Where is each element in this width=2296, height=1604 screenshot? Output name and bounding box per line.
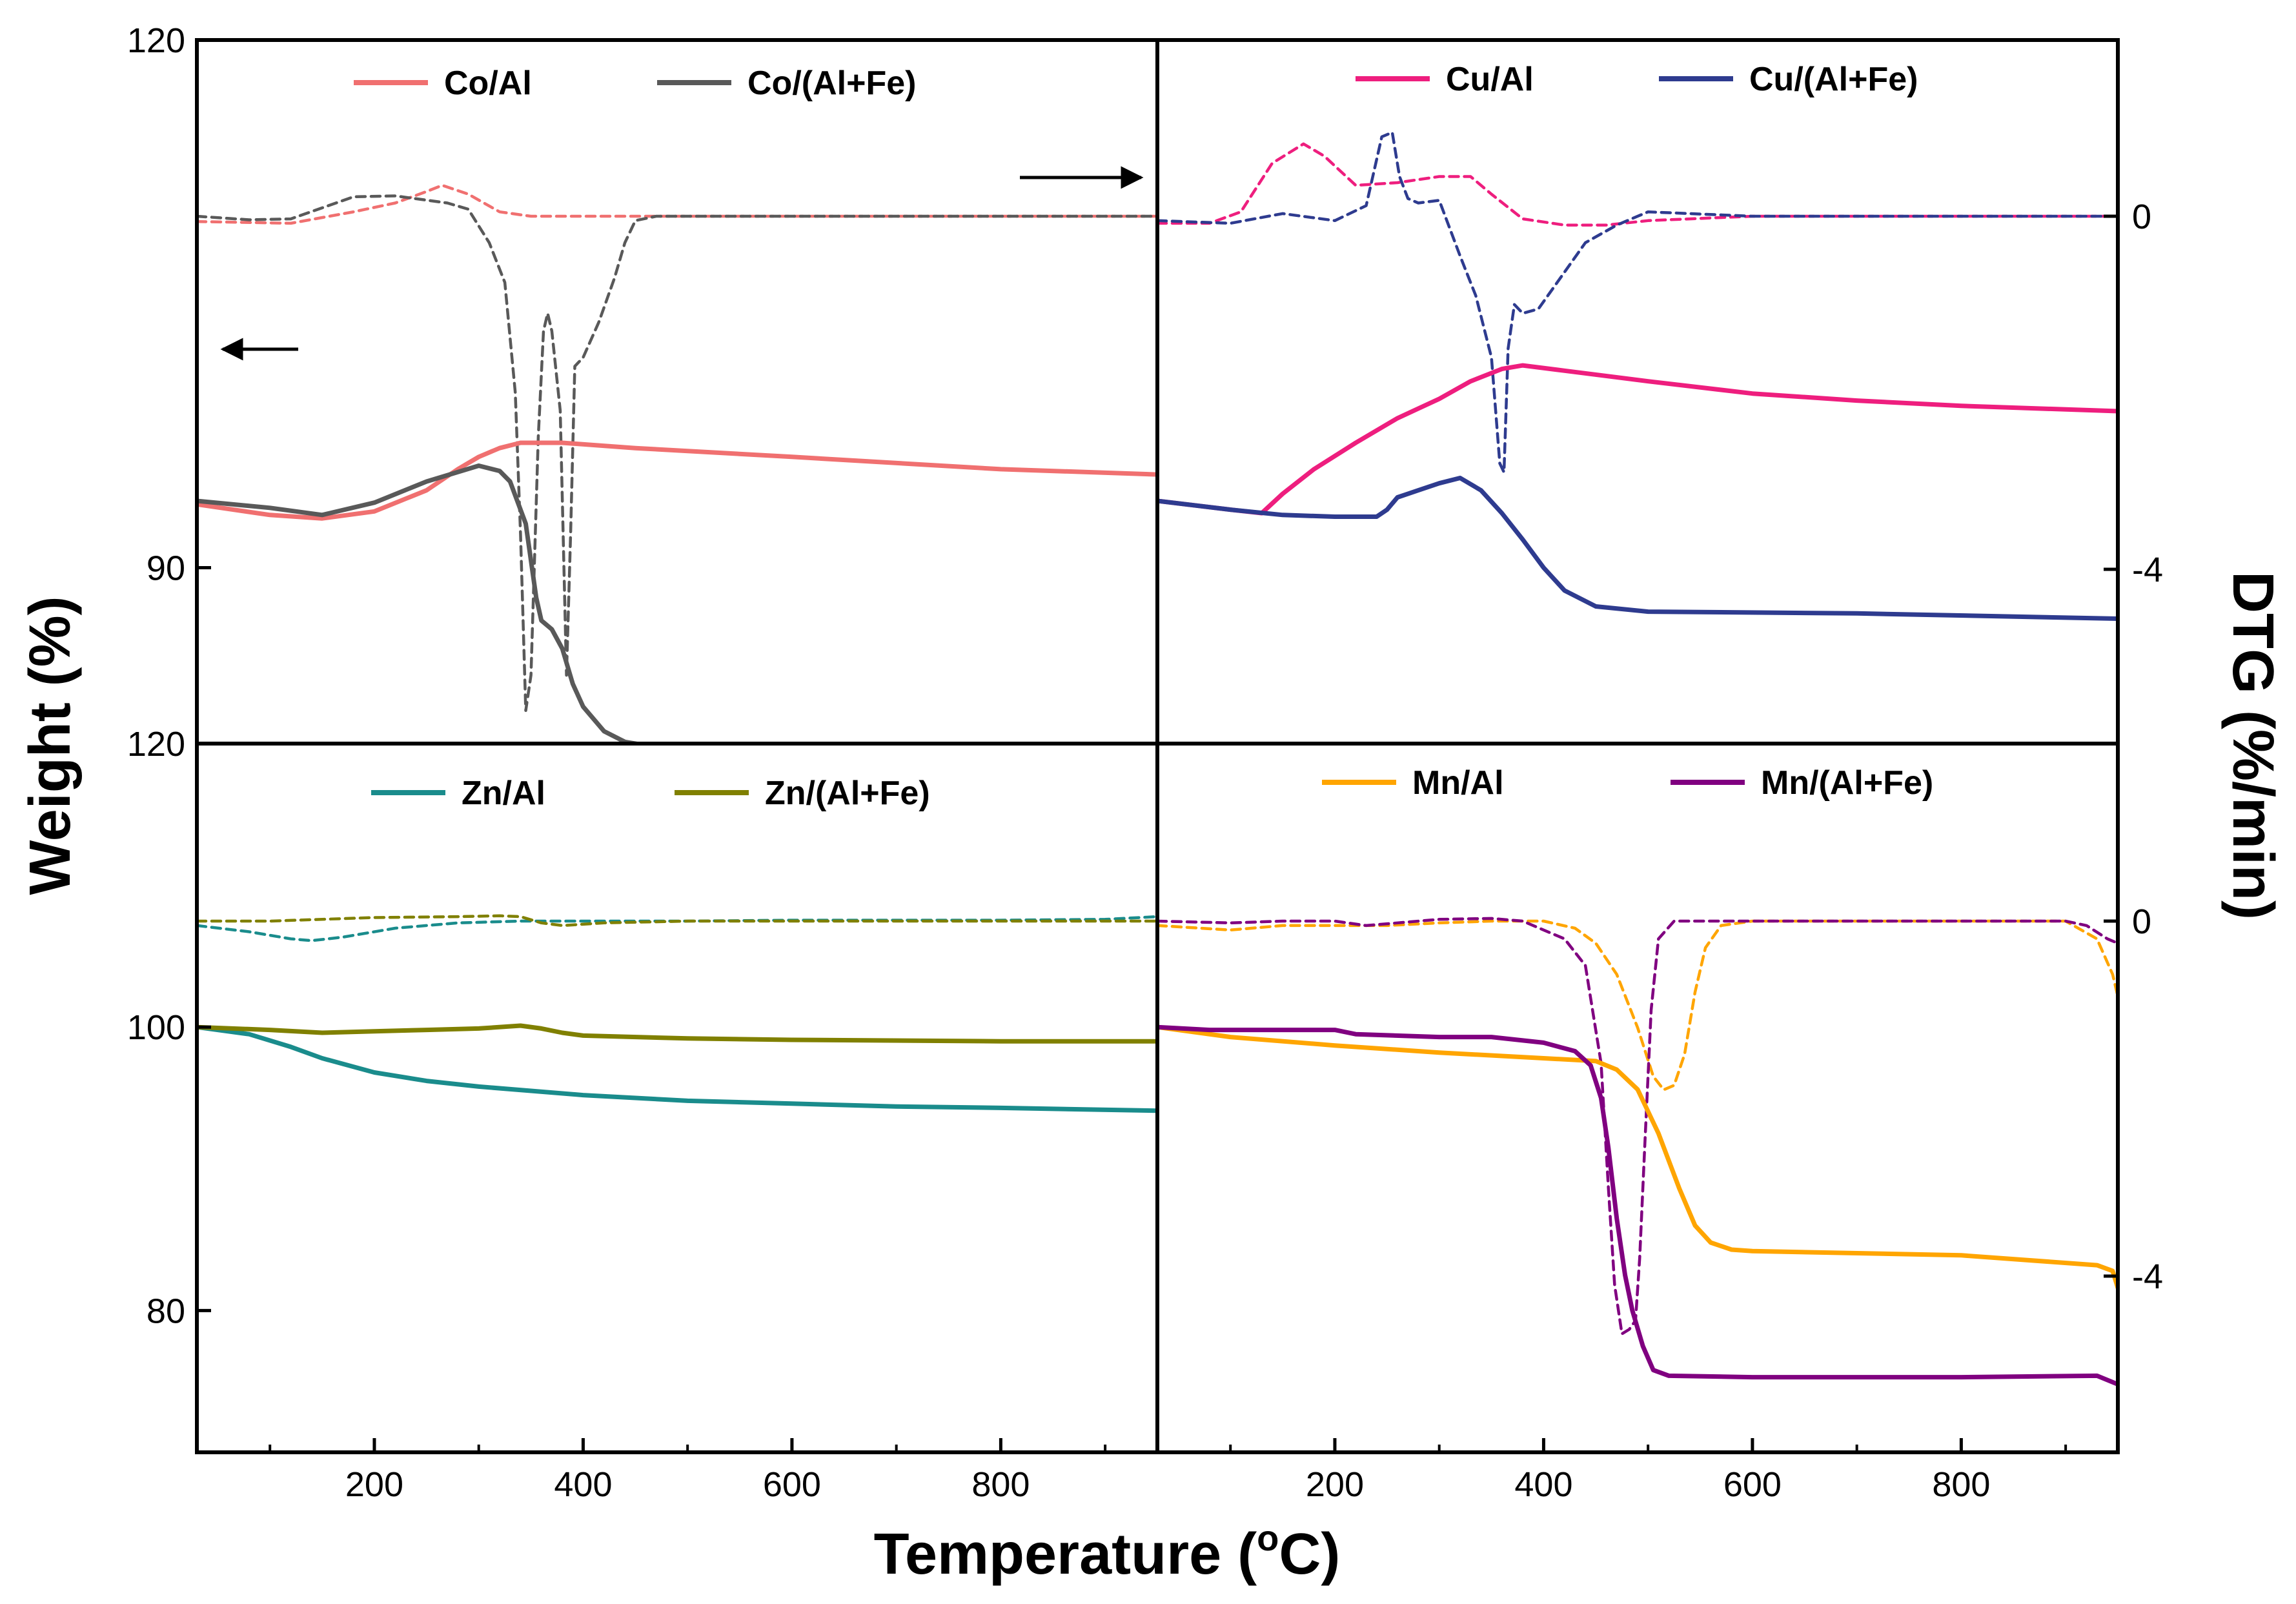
panel-mn-frame — [1155, 742, 2120, 1454]
series-cu-al-fe-weight-line — [1157, 476, 2118, 621]
x-axis-title: Temperature (oC) — [874, 1518, 1341, 1587]
legend-label-mn-al: Mn/Al — [1412, 764, 1504, 802]
tick-layer: 120 90 0 -4 120 100 80 200 400 600 800 0 -4 200 400 600… — [127, 21, 2163, 1504]
frame-layer — [195, 38, 2120, 1454]
series-zn-al-dtg-line — [197, 915, 1157, 942]
legend-label-cu-al: Cu/Al — [1446, 61, 1534, 98]
series-co-al-dtg-line — [197, 183, 1157, 225]
panel-cu-plot-area — [1157, 130, 2118, 621]
legend-label-mn-al-fe: Mn/(Al+Fe) — [1761, 764, 1933, 802]
series-co-al-fe-weight-line — [197, 463, 658, 744]
x-tick-label: 200 — [345, 1465, 403, 1504]
legend-label-co-al: Co/Al — [444, 65, 532, 102]
series-cu-al-weight-line — [1157, 363, 2118, 516]
y-tick-label: 120 — [127, 725, 185, 764]
y-tick-label: 100 — [127, 1008, 185, 1047]
x-tick-label: 800 — [971, 1465, 1030, 1504]
series-mn-al-fe-dtg-line — [1157, 917, 2118, 1335]
panel-mn-plot-area — [1157, 917, 2118, 1387]
panel-co-plot-area — [197, 183, 1157, 744]
series-cu-al-dtg-line — [1157, 142, 2118, 227]
legend-label-cu-al-fe: Cu/(Al+Fe) — [1749, 61, 1918, 98]
series-zn-al-weight-line — [197, 1024, 1157, 1113]
y-tick-label: 80 — [147, 1292, 185, 1330]
legend-layer: Co/Al Co/(Al+Fe) Cu/Al Cu/(Al+Fe) Zn/Al Zn/(A… — [354, 61, 1933, 812]
panel-zn-plot-area — [197, 914, 1157, 1113]
x-tick-label: 600 — [1723, 1465, 1782, 1504]
y2-tick-label: 0 — [2132, 902, 2151, 941]
annotation-layer — [220, 166, 1144, 361]
x-tick-label: 600 — [763, 1465, 821, 1504]
series-co-al-weight-line — [197, 440, 1157, 521]
series-mn-al-fe-weight-line — [1157, 1024, 2118, 1387]
y2-tick-label: -4 — [2132, 1257, 2163, 1296]
y-tick-label: 90 — [147, 549, 185, 588]
series-cu-al-fe-dtg-line — [1157, 130, 2118, 474]
y2-tick-label: -4 — [2132, 551, 2163, 589]
y-tick-label: 120 — [127, 21, 185, 60]
series-mn-al-dtg-line — [1157, 919, 2118, 1091]
x-tick-label: 400 — [1514, 1465, 1572, 1504]
legend-label-zn-al-fe: Zn/(Al+Fe) — [765, 775, 930, 812]
legend-label-co-al-fe: Co/(Al+Fe) — [747, 65, 916, 102]
x-tick-label: 800 — [1932, 1465, 1990, 1504]
series-zn-al-fe-dtg-line — [197, 914, 1157, 928]
y2-tick-label: 0 — [2132, 198, 2151, 236]
y2-axis-title: DTG (%/min) — [2220, 571, 2285, 920]
series-zn-al-fe-weight-line — [197, 1023, 1157, 1044]
series-co-al-fe-dtg-line — [197, 194, 1157, 713]
x-tick-label: 400 — [554, 1465, 612, 1504]
y-axis-title: Weight (%) — [18, 596, 83, 895]
plot-layer — [197, 130, 2118, 1387]
x-tick-label: 200 — [1306, 1465, 1364, 1504]
series-mn-al-weight-line — [1157, 1024, 2118, 1290]
legend-label-zn-al: Zn/Al — [462, 775, 545, 812]
